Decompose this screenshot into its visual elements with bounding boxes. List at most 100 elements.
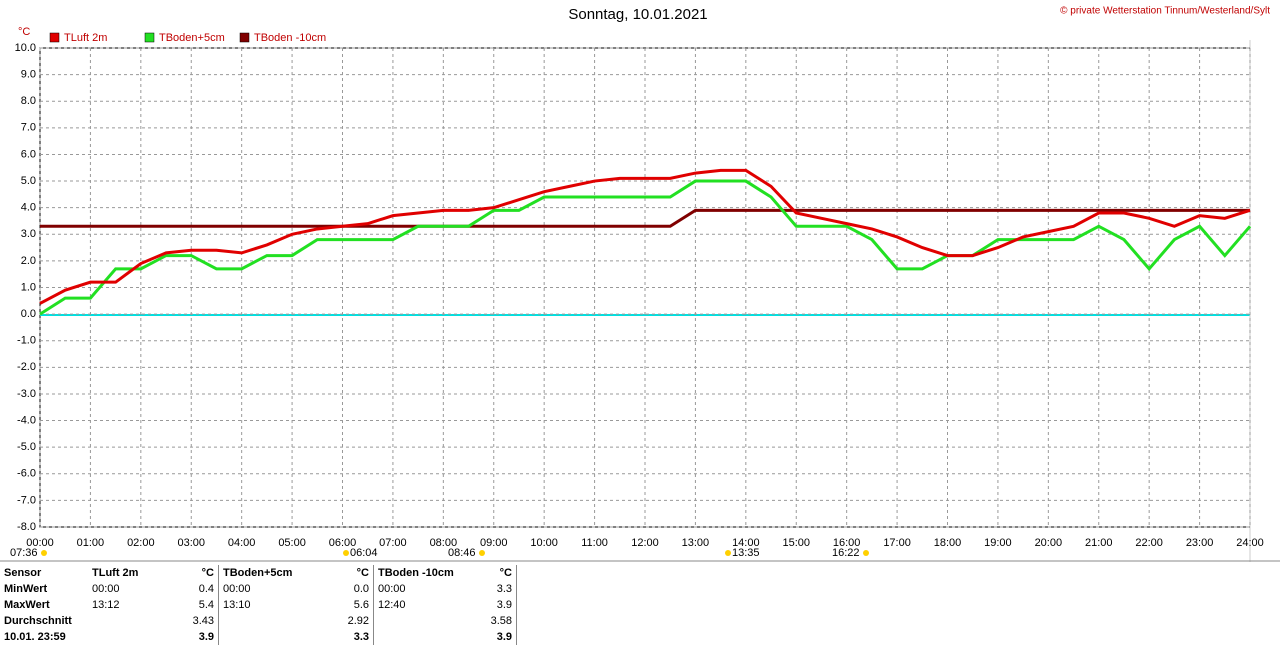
table-cell: 3.3 bbox=[321, 629, 374, 645]
y-tick-label: 2.0 bbox=[21, 255, 36, 267]
table-cell bbox=[219, 629, 322, 645]
x-tick-label: 21:00 bbox=[1085, 537, 1113, 549]
x-tick-label: 18:00 bbox=[934, 537, 962, 549]
y-tick-label: 10.0 bbox=[15, 42, 36, 54]
table-cell: 3.9 bbox=[464, 597, 517, 613]
x-tick-label: 15:00 bbox=[782, 537, 810, 549]
x-tick-label: 17:00 bbox=[883, 537, 911, 549]
sun-icon bbox=[41, 550, 47, 556]
table-row: Sensor TLuft 2m °C TBoden+5cm °C TBoden -10cm… bbox=[0, 565, 517, 581]
x-tick-label: 04:00 bbox=[228, 537, 256, 549]
table-cell: 0.0 bbox=[321, 581, 374, 597]
x-tick-label: 14:00 bbox=[732, 537, 760, 549]
x-tick-label: 06:00 bbox=[329, 537, 357, 549]
x-tick-label: 13:00 bbox=[682, 537, 710, 549]
table-cell: MaxWert bbox=[4, 599, 50, 611]
y-tick-label: -7.0 bbox=[17, 494, 36, 506]
table-cell: 3.43 bbox=[166, 613, 219, 629]
table-cell: Durchschnitt bbox=[4, 615, 72, 627]
legend-label: TLuft 2m bbox=[64, 32, 107, 44]
x-tick-label: 09:00 bbox=[480, 537, 508, 549]
x-tick-label: 01:00 bbox=[77, 537, 105, 549]
table-cell: 3.58 bbox=[464, 613, 517, 629]
table-cell: 0.4 bbox=[166, 581, 219, 597]
chart: Sonntag, 10.01.2021 © private Wetterstat… bbox=[0, 6, 1280, 562]
table-cell: MinWert bbox=[4, 583, 48, 595]
table-cell: 12:40 bbox=[378, 599, 406, 611]
sun-moon-time: 16:22 bbox=[832, 547, 860, 559]
table-row: Durchschnitt 3.43 2.92 3.58 bbox=[0, 613, 517, 629]
table-cell bbox=[374, 613, 465, 629]
table-cell: 3.3 bbox=[464, 581, 517, 597]
series-line bbox=[39, 168, 1251, 305]
x-tick-label: 24:00 bbox=[1236, 537, 1264, 549]
y-tick-label: -3.0 bbox=[17, 388, 36, 400]
table-cell: TBoden -10cm bbox=[378, 567, 454, 579]
y-tick-label: 9.0 bbox=[21, 69, 36, 81]
sun-moon-time: 13:35 bbox=[732, 547, 760, 559]
x-tick-label: 19:00 bbox=[984, 537, 1012, 549]
x-tick-label: 23:00 bbox=[1186, 537, 1214, 549]
sun-icon bbox=[725, 550, 731, 556]
table-cell: 00:00 bbox=[378, 583, 406, 595]
y-tick-label: 6.0 bbox=[21, 148, 36, 160]
y-tick-label: 3.0 bbox=[21, 228, 36, 240]
table-cell bbox=[374, 629, 465, 645]
table-row: 10.01. 23:59 3.9 3.3 3.9 bbox=[0, 629, 517, 645]
sun-moon-time: 06:04 bbox=[350, 547, 378, 559]
x-tick-label: 20:00 bbox=[1035, 537, 1063, 549]
x-tick-label: 16:00 bbox=[833, 537, 861, 549]
legend-swatch bbox=[239, 32, 250, 43]
x-tick-label: 08:00 bbox=[430, 537, 458, 549]
legend-label: TBoden+5cm bbox=[159, 32, 225, 44]
credit: © private Wetterstation Tinnum/Westerlan… bbox=[1060, 6, 1270, 17]
series-line bbox=[40, 208, 1250, 228]
x-tick-label: 12:00 bbox=[631, 537, 659, 549]
x-tick-label: 10:00 bbox=[530, 537, 558, 549]
table-cell: °C bbox=[464, 565, 517, 581]
table-cell: 13:12 bbox=[92, 599, 120, 611]
series-line bbox=[39, 179, 1252, 316]
y-tick-label: 7.0 bbox=[21, 122, 36, 134]
table-cell: 10.01. 23:59 bbox=[4, 631, 66, 643]
x-tick-label: 11:00 bbox=[581, 537, 608, 549]
y-axis-unit: °C bbox=[18, 26, 30, 38]
table-cell: 13:10 bbox=[223, 599, 251, 611]
x-tick-label: 05:00 bbox=[278, 537, 306, 549]
y-tick-label: 8.0 bbox=[21, 95, 36, 107]
table-cell: Sensor bbox=[4, 567, 42, 579]
y-tick-label: -2.0 bbox=[17, 361, 36, 373]
table-row: MaxWert 13:12 5.4 13:10 5.6 12:40 3.9 bbox=[0, 597, 517, 613]
table-cell: TLuft 2m bbox=[92, 567, 139, 579]
y-tick-label: -5.0 bbox=[17, 441, 36, 453]
table-cell: 00:00 bbox=[223, 583, 251, 595]
table-cell: 2.92 bbox=[321, 613, 374, 629]
y-tick-label: 1.0 bbox=[21, 281, 36, 293]
table-cell: 5.6 bbox=[321, 597, 374, 613]
x-tick-label: 22:00 bbox=[1135, 537, 1163, 549]
sun-icon bbox=[343, 550, 349, 556]
table-cell bbox=[219, 613, 322, 629]
table-row: MinWert 00:00 0.4 00:00 0.0 00:00 3.3 bbox=[0, 581, 517, 597]
y-tick-label: -4.0 bbox=[17, 414, 36, 426]
table-cell: 3.9 bbox=[166, 629, 219, 645]
sun-moon-time: 07:36 bbox=[10, 547, 38, 559]
table-cell bbox=[88, 629, 166, 645]
sun-moon-time: 08:46 bbox=[448, 547, 476, 559]
table-cell: 3.9 bbox=[464, 629, 517, 645]
table-cell: TBoden+5cm bbox=[223, 567, 293, 579]
y-tick-label: 0.0 bbox=[21, 308, 36, 320]
x-tick-label: 02:00 bbox=[127, 537, 155, 549]
table-cell: 00:00 bbox=[92, 583, 120, 595]
x-tick-label: 07:00 bbox=[379, 537, 407, 549]
table-cell bbox=[88, 613, 166, 629]
x-tick-label: 00:00 bbox=[26, 537, 54, 549]
sun-icon bbox=[479, 550, 485, 556]
table-cell: °C bbox=[321, 565, 374, 581]
legend-label: TBoden -10cm bbox=[254, 32, 326, 44]
legend-swatch bbox=[144, 32, 155, 43]
stats-table: Sensor TLuft 2m °C TBoden+5cm °C TBoden -10cm… bbox=[0, 565, 517, 645]
table-cell: °C bbox=[166, 565, 219, 581]
y-tick-label: -6.0 bbox=[17, 468, 36, 480]
